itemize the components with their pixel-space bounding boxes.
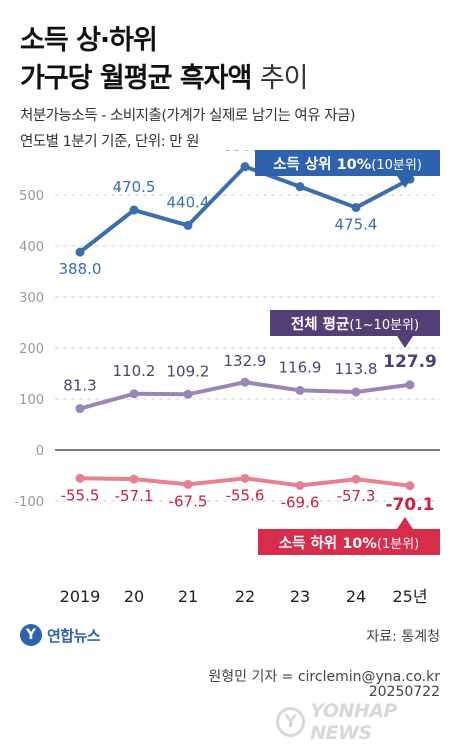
data-label: -57.3 xyxy=(337,487,376,505)
data-label: 110.2 xyxy=(113,362,156,380)
data-label: -55.5 xyxy=(61,486,100,504)
title-line-2-light: 추이 xyxy=(259,63,309,94)
data-point xyxy=(295,480,305,490)
yonhap-logo-text: 연합뉴스 xyxy=(47,626,101,645)
legend-box-2 xyxy=(258,529,440,555)
legend-label-2: 소득 하위 10%(1분위) xyxy=(279,535,420,552)
legend-pointer-0 xyxy=(397,176,413,188)
data-point xyxy=(351,203,361,213)
watermark: Y YONHAP NEWS xyxy=(276,700,460,744)
data-point xyxy=(75,247,85,257)
data-point xyxy=(129,474,139,484)
data-point xyxy=(183,389,193,399)
legend-name-sub: (1분위) xyxy=(377,537,419,552)
x-tick-label: 24 xyxy=(346,587,366,606)
watermark-text: YONHAP NEWS xyxy=(310,700,397,744)
line-chart: 600 500 400 300 200 100 0 -100 2019 20 21 22 23 24 25년… xyxy=(14,150,440,606)
data-point xyxy=(183,220,193,230)
y-tick-label: 200 xyxy=(19,342,44,357)
x-tick-label: 23 xyxy=(290,587,310,606)
x-tick-label: 25년 xyxy=(392,587,427,606)
y-tick-label: 0 xyxy=(36,444,44,459)
title-line-2-bold: 가구당 월평균 흑자액 xyxy=(20,63,252,94)
source-text: 자료: 통계청 xyxy=(366,629,440,645)
y-tick-label: 600 xyxy=(19,150,44,153)
legend-label-0: 소득 상위 10%(10분위) xyxy=(273,156,422,173)
legend-name-sub: (1~10분위) xyxy=(349,318,419,333)
data-point xyxy=(405,380,415,390)
title-line-1-text: 소득 상·하위 xyxy=(20,25,158,56)
legend-pointer-2 xyxy=(397,517,413,529)
data-point xyxy=(351,387,361,397)
legend-name-sub: (10분위) xyxy=(371,158,422,173)
yonhap-logo-icon: Y xyxy=(20,624,42,646)
data-label: 388.0 xyxy=(59,260,102,278)
data-point xyxy=(240,377,250,387)
data-label: 470.5 xyxy=(113,178,156,196)
data-label: -67.5 xyxy=(169,492,208,510)
data-label: 132.9 xyxy=(224,352,267,370)
data-point xyxy=(75,473,85,483)
legend-name: 전체 평균 xyxy=(291,315,349,333)
legend-pointer-1 xyxy=(397,336,413,348)
x-tick-label: 21 xyxy=(178,587,198,606)
watermark-logo-icon: Y xyxy=(276,707,306,737)
data-label: -57.1 xyxy=(115,487,154,505)
data-point xyxy=(129,205,139,215)
y-tick-label: 300 xyxy=(19,291,44,306)
data-label: 113.8 xyxy=(335,360,378,378)
data-point xyxy=(295,182,305,192)
date-text: 20250722 xyxy=(368,684,440,700)
data-label: 81.3 xyxy=(63,377,96,395)
yonhap-logo: Y 연합뉴스 xyxy=(20,624,101,646)
legend-box-1 xyxy=(270,310,440,336)
legend-box-0 xyxy=(255,150,440,176)
data-label: -69.6 xyxy=(281,493,320,511)
legend-name: 소득 하위 10% xyxy=(279,535,378,552)
data-label: 475.4 xyxy=(335,216,378,234)
y-tick-label: 500 xyxy=(19,189,44,204)
data-label: -70.1 xyxy=(386,495,435,515)
y-tick-label: 400 xyxy=(19,240,44,255)
data-label: 109.2 xyxy=(167,362,210,380)
data-label: 555.6 xyxy=(224,150,267,155)
legend-name: 소득 상위 10% xyxy=(273,156,372,173)
x-tick-label: 22 xyxy=(235,587,255,606)
data-point xyxy=(240,473,250,483)
data-point xyxy=(240,162,250,172)
data-point xyxy=(295,385,305,395)
data-label: -55.6 xyxy=(226,486,265,504)
x-tick-label: 2019 xyxy=(60,587,101,606)
title-line-1: 소득 상·하위 xyxy=(20,18,158,57)
data-point xyxy=(405,481,415,491)
data-label: 440.4 xyxy=(167,193,210,211)
credit-text: 원형민 기자 = circlemin@yna.co.kr xyxy=(208,669,440,685)
data-point xyxy=(75,404,85,414)
y-tick-label: 100 xyxy=(19,393,44,408)
data-label: 127.9 xyxy=(383,352,437,372)
data-label: 116.9 xyxy=(279,358,322,376)
subtitle-line-2: 연도별 1분기 기준, 단위: 만 원 xyxy=(20,134,200,150)
subtitle-line-1: 처분가능소득 - 소비지출(가계가 실제로 남기는 여유 자금) xyxy=(20,108,356,124)
data-point xyxy=(183,479,193,489)
legend-label-1: 전체 평균(1~10분위) xyxy=(291,315,419,333)
y-tick-label: -100 xyxy=(14,495,44,510)
title-line-2: 가구당 월평균 흑자액 추이 xyxy=(20,56,309,95)
data-point xyxy=(129,389,139,399)
data-point xyxy=(351,474,361,484)
x-tick-label: 20 xyxy=(124,587,144,606)
